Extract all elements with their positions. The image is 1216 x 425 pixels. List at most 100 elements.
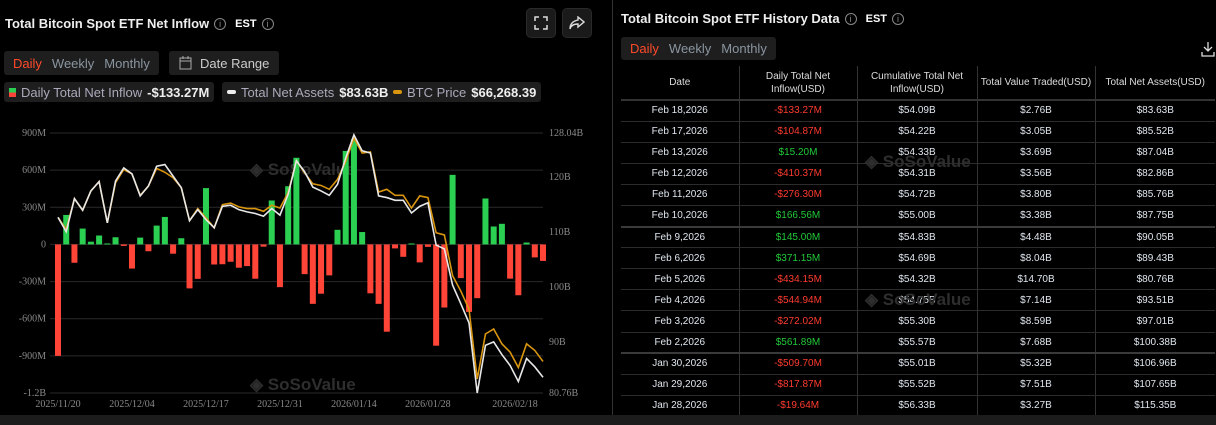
legend-net-assets[interactable]: Total Net Assets $83.63B — [222, 82, 394, 102]
inflow-bar — [334, 229, 341, 245]
table-cell: $85.52B — [1095, 121, 1215, 143]
table-cell: $54.32B — [857, 268, 978, 291]
x-axis-tick: 2026/01/14 — [331, 399, 377, 410]
inflow-bar — [219, 244, 226, 265]
info-icon[interactable]: i — [214, 17, 227, 30]
table-cell: -$509.70M — [739, 353, 858, 375]
table-cell: $90.05B — [1095, 226, 1215, 249]
legend-btc-price[interactable]: BTC Price $66,268.39 — [388, 82, 542, 102]
inflow-bar — [145, 244, 152, 252]
net-inflow-chart[interactable]: 900M 600M 300M 0 -300M -600M -900M -1.2B 128.04B… — [0, 0, 610, 415]
inflow-bar — [87, 241, 94, 245]
table-cell: -$104.87M — [739, 121, 858, 143]
table-cell: $3.05B — [977, 121, 1096, 143]
table-cell: $93.51B — [1095, 289, 1215, 312]
info-icon[interactable]: i — [261, 17, 274, 30]
table-cell: $85.76B — [1095, 184, 1215, 206]
inflow-bar — [490, 226, 497, 245]
table-cell: $55.52B — [857, 374, 978, 396]
inflow-bar — [367, 244, 374, 294]
column-header: Total Value Traded(USD) — [977, 66, 1096, 101]
tab-weekly[interactable]: Weekly — [668, 41, 712, 56]
inflow-bar — [507, 244, 514, 279]
table-cell: $54.22B — [857, 121, 978, 143]
date-range-button[interactable]: Date Range — [169, 51, 280, 75]
x-axis-tick: 2025/11/20 — [35, 399, 80, 410]
table-cell: Feb 6,2026 — [621, 247, 740, 270]
inflow-bar — [457, 244, 464, 279]
share-button[interactable] — [562, 8, 592, 38]
inflow-bar — [433, 244, 440, 346]
legend-net-inflow[interactable]: Daily Total Net Inflow -$133.27M — [4, 82, 215, 102]
inflow-bar — [474, 244, 481, 299]
inflow-bar — [416, 244, 423, 263]
net-assets-swatch-icon — [227, 90, 236, 94]
tab-daily[interactable]: Daily — [630, 41, 659, 56]
inflow-bar — [178, 238, 185, 245]
x-axis-tick: 2026/02/18 — [492, 399, 538, 410]
table-cell: Feb 2,2026 — [621, 332, 740, 355]
inflow-bar — [170, 244, 177, 254]
inflow-bar — [375, 244, 382, 304]
column-header: Date — [621, 66, 740, 101]
date-range-label: Date Range — [200, 55, 270, 71]
tab-monthly[interactable]: Monthly — [104, 55, 150, 71]
table-cell: -$544.94M — [739, 289, 858, 312]
info-icon[interactable]: i — [892, 12, 905, 25]
inflow-bar — [137, 237, 144, 245]
table-cell: $54.69B — [857, 247, 978, 270]
table-cell: $55.01B — [857, 353, 978, 375]
tab-monthly[interactable]: Monthly — [721, 41, 767, 56]
history-table: Date Daily Total Net Inflow(USD) Cumulativ… — [621, 66, 1215, 417]
table-title-row: Total Bitcoin Spot ETF History Data i ES… — [621, 11, 905, 26]
inflow-bar — [161, 216, 168, 245]
table-cell: Feb 17,2026 — [621, 121, 740, 143]
table-cell: $89.43B — [1095, 247, 1215, 270]
table-cell: $56.33B — [857, 395, 978, 417]
table-cell: $55.30B — [857, 310, 978, 333]
legend-value: -$133.27M — [147, 84, 210, 100]
table-row: Feb 13,2026 $15.20M $54.33B $3.69B $87.04B — [621, 142, 1215, 164]
download-icon[interactable] — [1201, 41, 1215, 57]
left-axis-tick: -900M — [19, 351, 46, 362]
right-axis-tick: 90B — [549, 337, 566, 348]
inflow-bar — [392, 244, 399, 249]
left-axis-tick: -1.2B — [24, 388, 47, 399]
table-cell: $115.35B — [1095, 395, 1215, 417]
net-inflow-panel: Total Bitcoin Spot ETF Net Inflow i EST … — [0, 0, 610, 415]
inflow-bar — [235, 244, 242, 268]
table-cell: $100.38B — [1095, 332, 1215, 355]
table-cell: $3.27B — [977, 395, 1096, 417]
table-cell: $371.15M — [739, 247, 858, 270]
column-header: Cumulative Total Net Inflow(USD) — [857, 66, 978, 101]
fullscreen-button[interactable] — [526, 8, 556, 38]
inflow-bar — [449, 174, 456, 245]
table-cell: $166.56M — [739, 205, 858, 228]
info-icon[interactable]: i — [844, 12, 857, 25]
table-header-row: Date Daily Total Net Inflow(USD) Cumulativ… — [621, 66, 1215, 101]
inflow-bar — [112, 237, 119, 245]
period-tabs: Daily Weekly Monthly — [4, 51, 159, 75]
table-cell: -$410.37M — [739, 163, 858, 185]
inflow-bar — [252, 244, 259, 279]
inflow-bar — [285, 186, 292, 245]
table-title: Total Bitcoin Spot ETF History Data — [621, 11, 840, 26]
table-cell: Jan 28,2026 — [621, 395, 740, 417]
fullscreen-icon — [534, 16, 548, 30]
table-cell: $55.00B — [857, 205, 978, 228]
inflow-bar — [153, 225, 160, 245]
legend-label: Daily Total Net Inflow — [21, 84, 143, 100]
inflow-bar — [268, 200, 275, 245]
table-cell: $54.72B — [857, 184, 978, 206]
tab-daily[interactable]: Daily — [13, 55, 42, 71]
inflow-bar — [400, 244, 407, 257]
table-cell: Feb 11,2026 — [621, 184, 740, 206]
inflow-bar — [71, 244, 78, 263]
table-row: Feb 11,2026 -$276.30M $54.72B $3.80B $85.76B — [621, 184, 1215, 206]
inflow-bar — [244, 244, 251, 267]
table-cell: Feb 10,2026 — [621, 205, 740, 228]
tab-weekly[interactable]: Weekly — [51, 55, 95, 71]
table-cell: Feb 18,2026 — [621, 100, 740, 122]
table-cell: $87.04B — [1095, 142, 1215, 164]
inflow-bar — [350, 139, 357, 245]
